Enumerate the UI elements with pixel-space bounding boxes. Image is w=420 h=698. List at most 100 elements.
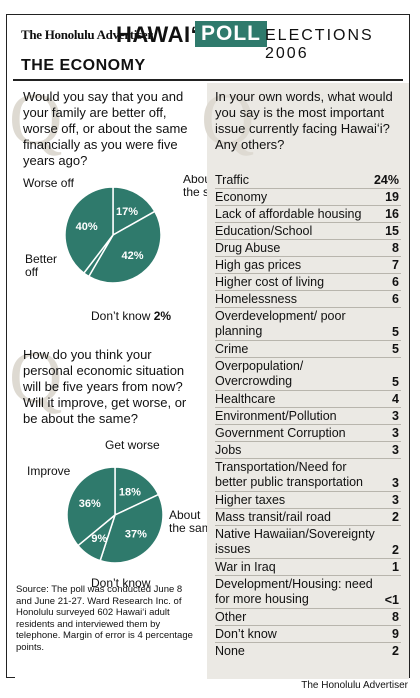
issue-value: 2	[392, 543, 399, 557]
pie-category-label: the same	[183, 185, 207, 199]
question-1: Would you say that you and your family a…	[23, 89, 188, 168]
issue-label: Higher taxes	[215, 493, 286, 507]
issue-row: Economy 19	[215, 190, 403, 205]
pie-category-label: About	[169, 508, 201, 522]
row-divider	[215, 222, 401, 223]
row-divider	[215, 625, 401, 626]
row-divider	[215, 188, 401, 189]
issue-value: 8	[392, 241, 399, 255]
issue-value: 5	[392, 325, 399, 339]
pie-slice-about-the-same	[99, 493, 164, 564]
issue-label: Mass transit/rail road	[215, 510, 332, 524]
issue-row: High gas prices 7	[215, 258, 403, 273]
row-divider	[215, 491, 401, 492]
pie-value-label: 18%	[119, 486, 141, 498]
issue-value: 5	[392, 342, 399, 356]
pie-value-label: 42%	[122, 250, 144, 262]
issue-value: 9	[392, 627, 399, 641]
newspaper-name: The Honolulu Advertiser	[21, 27, 153, 42]
issue-row: Overpopulation/ Overcrowding 5	[215, 359, 403, 390]
credit: The Honolulu Advertiser	[301, 680, 408, 691]
hawaii-wordmark: HAWAIʻI	[116, 22, 204, 47]
issue-row: Don’t know 9	[215, 627, 403, 642]
pie-category-label: off	[25, 265, 39, 279]
issue-value: 16	[385, 207, 399, 221]
issue-value: 5	[392, 375, 399, 389]
pie-category-label: Worse off	[23, 176, 75, 190]
issue-row: Jobs 3	[215, 443, 403, 458]
pie-category-label-dont-know: Don’t know 2%	[91, 309, 171, 323]
row-divider	[215, 357, 401, 358]
issue-row: Other 8	[215, 610, 403, 625]
row-divider	[215, 441, 401, 442]
pie-category-label: About	[183, 175, 207, 186]
row-divider	[215, 525, 401, 526]
issue-value: 3	[392, 426, 399, 440]
row-divider	[215, 608, 401, 609]
issue-row: Transportation/Need for better public tr…	[215, 460, 403, 491]
issue-label: Other	[215, 610, 247, 624]
issue-label: Traffic	[215, 173, 250, 187]
issue-label: Jobs	[215, 443, 242, 457]
row-divider	[215, 558, 401, 559]
issue-label: Crime	[215, 342, 249, 356]
source-note: Source: The poll was conducted June 8 an…	[16, 584, 193, 653]
issue-value: 3	[392, 443, 399, 457]
issue-row: Drug Abuse 8	[215, 241, 403, 256]
row-divider	[215, 424, 401, 425]
issue-row: Healthcare 4	[215, 392, 403, 407]
pie-category-label: the same	[169, 521, 207, 535]
pie-value-label: 17%	[116, 206, 138, 218]
pie-slice-about-the-same	[87, 210, 162, 284]
pie-slice-improve	[66, 466, 116, 547]
issue-value: 2	[392, 510, 399, 524]
issue-value: <1	[384, 593, 399, 607]
elections-label: ELECTIONS 2006	[265, 27, 374, 62]
issue-row: Lack of affordable housing 16	[215, 207, 403, 222]
issue-value: 3	[392, 476, 399, 490]
issue-row: None 2	[215, 644, 403, 659]
row-divider	[215, 273, 401, 274]
pie-slice-get-worse	[114, 466, 160, 517]
issue-label: None	[215, 644, 245, 658]
row-divider	[215, 340, 401, 341]
question-3: In your own words, what would you say is…	[215, 89, 393, 152]
row-divider	[215, 307, 401, 308]
issue-label: Environment/Pollution	[215, 409, 337, 423]
issue-row: Crime 5	[215, 342, 403, 357]
quote-mark-3: Q	[201, 79, 255, 161]
issue-row: Government Corruption 3	[215, 426, 403, 441]
issue-value: 3	[392, 493, 399, 507]
issue-label: Overpopulation/ Overcrowding	[215, 359, 304, 388]
issue-label: War in Iraq	[215, 560, 276, 574]
issue-value: 15	[385, 224, 399, 238]
question-2: How do you think your personal economic …	[23, 347, 187, 426]
issue-label: Drug Abuse	[215, 241, 281, 255]
row-divider	[215, 642, 401, 643]
pie-value-label: 9%	[91, 533, 107, 545]
issue-value: 4	[392, 392, 399, 406]
graphic-frame: The Honolulu Advertiser HAWAIʻI POLL ELE…	[6, 14, 410, 679]
issue-row: Higher taxes 3	[215, 493, 403, 508]
issue-label: Education/School	[215, 224, 313, 238]
issue-row: Homelessness 6	[215, 292, 403, 307]
pie-category-label: Improve	[27, 464, 71, 478]
left-column: Q Would you say that you and your family…	[9, 83, 207, 679]
issue-row: Mass transit/rail road 2	[215, 510, 403, 525]
right-column: Q In your own words, what would you say …	[201, 83, 409, 679]
pie-category-label: Better	[25, 252, 57, 266]
quote-mark-1: Q	[9, 79, 63, 161]
row-divider	[215, 508, 401, 509]
row-divider	[215, 575, 401, 576]
issue-row: Overdevelopment/ poor planning 5	[215, 309, 403, 340]
pie-slice-better-off	[64, 186, 114, 275]
row-divider	[215, 390, 401, 391]
issue-label: Lack of affordable housing	[215, 207, 362, 221]
row-divider	[215, 458, 401, 459]
issue-label: Homelessness	[215, 292, 297, 306]
row-divider	[215, 239, 401, 240]
pie-value-label: 36%	[79, 498, 101, 510]
issue-row: Higher cost of living 6	[215, 275, 403, 290]
poll-badge: POLL	[195, 21, 267, 47]
issue-row: Environment/Pollution 3	[215, 409, 403, 424]
